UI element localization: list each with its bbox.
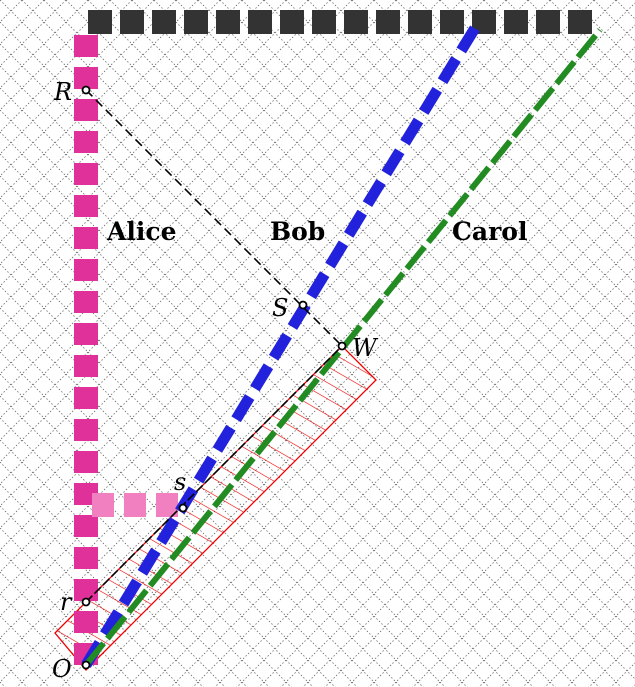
label-W: W — [352, 334, 379, 362]
name-alice: Alice — [106, 217, 177, 246]
point-R — [81, 85, 91, 95]
bob-worldline — [81, 25, 480, 668]
label-r: r — [60, 588, 73, 616]
point-S — [298, 300, 308, 310]
point-o — [81, 660, 91, 670]
point-r — [81, 597, 91, 607]
light-line-rw2 — [85, 345, 343, 603]
label-s: s — [174, 468, 186, 496]
label-R: R — [53, 78, 72, 106]
label-o: O — [52, 655, 72, 683]
point-W — [337, 341, 347, 351]
label-S: S — [272, 294, 288, 322]
name-bob: Bob — [270, 217, 325, 246]
point-s — [178, 503, 188, 513]
name-carol: Carol — [452, 217, 527, 246]
